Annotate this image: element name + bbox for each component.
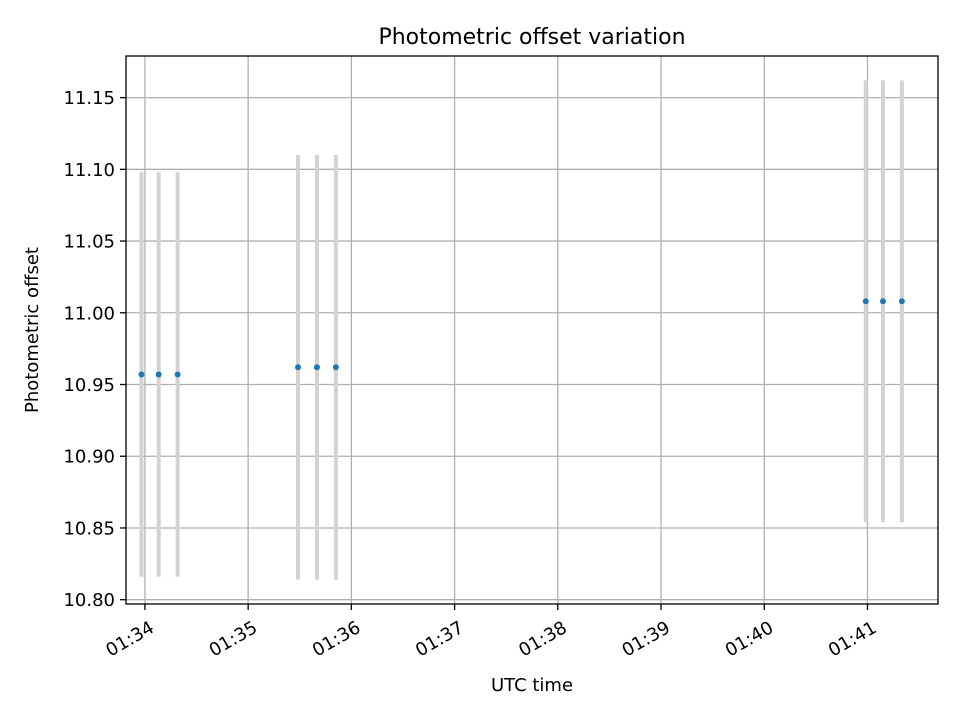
data-point — [332, 364, 339, 371]
data-point — [174, 371, 181, 378]
data-points — [138, 298, 905, 378]
data-point — [295, 364, 302, 371]
data-point — [138, 371, 145, 378]
y-tick-label: 11.10 — [63, 160, 115, 181]
y-axis-ticks: 10.80 10.85 10.90 10.95 11.00 11.05 11.10 11.15 — [63, 88, 126, 611]
plot-area — [126, 56, 938, 604]
y-tick-label: 11.00 — [63, 303, 115, 324]
y-tick-label: 11.15 — [63, 88, 115, 109]
y-tick-label: 10.85 — [63, 518, 115, 539]
chart-title: Photometric offset variation — [378, 25, 685, 50]
y-tick-label: 10.95 — [63, 375, 115, 396]
x-axis-label: UTC time — [491, 675, 573, 696]
data-point — [155, 371, 162, 378]
data-point — [898, 298, 905, 305]
y-tick-label: 11.05 — [63, 232, 115, 253]
y-tick-label: 10.90 — [63, 447, 115, 468]
data-point — [879, 298, 886, 305]
y-axis-label: Photometric offset — [22, 247, 43, 413]
plot-frame — [125, 55, 939, 605]
data-point — [862, 298, 869, 305]
y-tick-label: 10.80 — [63, 590, 115, 611]
data-point — [313, 364, 320, 371]
